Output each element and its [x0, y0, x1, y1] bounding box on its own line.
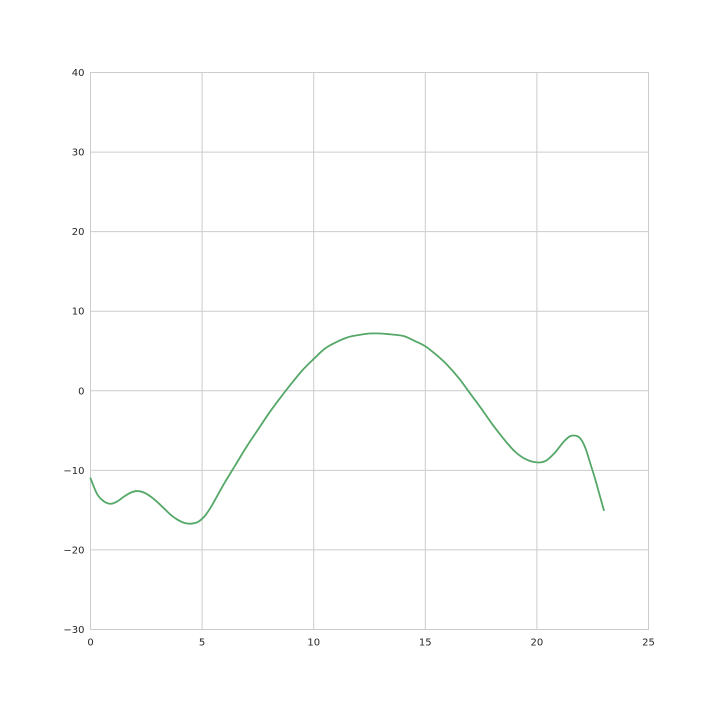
y-tick-label: 10 — [72, 307, 85, 318]
y-tick-label: 20 — [72, 227, 85, 238]
x-tick-label: 5 — [199, 638, 205, 649]
y-tick-label: 30 — [72, 148, 85, 159]
y-tick-label: −10 — [63, 466, 84, 477]
y-tick-label: 0 — [78, 386, 84, 397]
plot-frame — [90, 72, 649, 630]
series-line-0 — [89, 332, 605, 525]
x-tick-label: 25 — [642, 638, 655, 649]
series-layer — [89, 332, 605, 525]
x-tick-label: 10 — [307, 638, 320, 649]
grid — [90, 72, 649, 630]
x-tick-label: 0 — [87, 638, 93, 649]
tick-labels: 0 5 10 15 20 25 40 30 20 10 0 −10 −20 −30 — [63, 68, 654, 649]
y-tick-label: −20 — [63, 545, 84, 556]
x-tick-label: 20 — [531, 638, 544, 649]
x-tick-label: 15 — [419, 638, 432, 649]
y-tick-label: 40 — [72, 68, 85, 79]
y-tick-label: −30 — [63, 625, 84, 636]
